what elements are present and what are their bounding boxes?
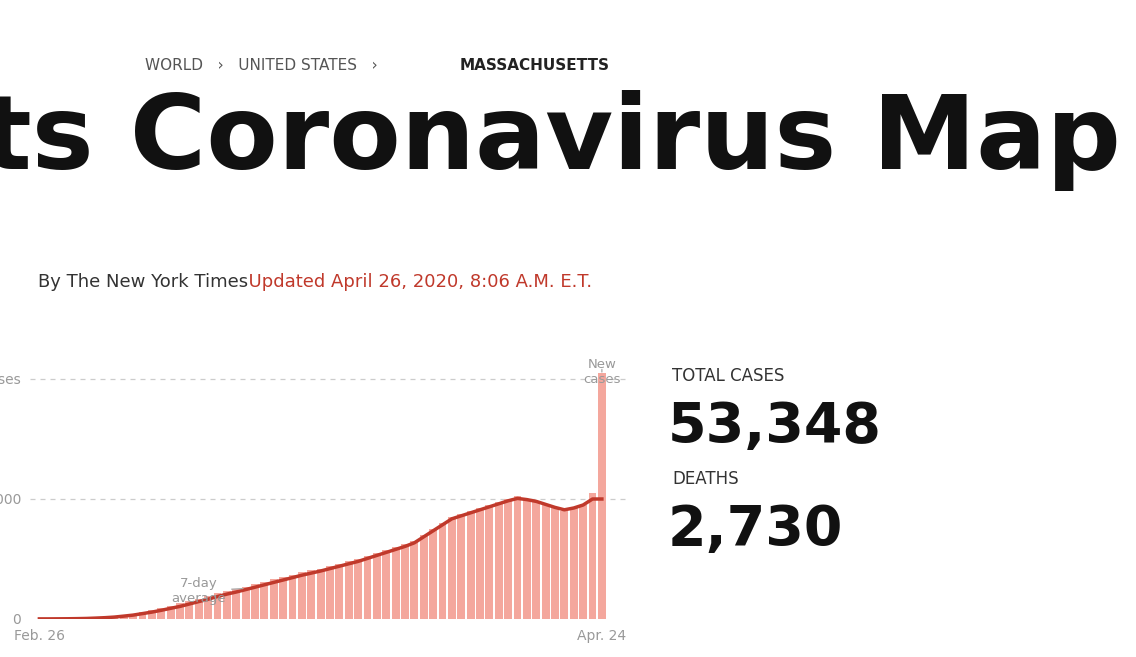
Text: Updated April 26, 2020, 8:06 A.M. E.T.: Updated April 26, 2020, 8:06 A.M. E.T. bbox=[236, 273, 592, 291]
Bar bbox=[429, 529, 437, 619]
Bar bbox=[420, 535, 428, 619]
Bar bbox=[448, 517, 456, 619]
Bar bbox=[392, 547, 400, 619]
Bar bbox=[157, 608, 165, 619]
Bar bbox=[560, 511, 568, 619]
Bar bbox=[110, 616, 118, 619]
Bar bbox=[485, 505, 493, 619]
Bar bbox=[232, 589, 240, 619]
Bar bbox=[214, 593, 222, 619]
Text: By The New York Times: By The New York Times bbox=[37, 273, 248, 291]
Bar bbox=[476, 508, 484, 619]
Text: New
cases: New cases bbox=[583, 358, 620, 386]
Text: DEATHS: DEATHS bbox=[673, 470, 738, 488]
Bar bbox=[523, 499, 531, 619]
Bar bbox=[176, 603, 184, 619]
Bar bbox=[167, 606, 175, 619]
Bar bbox=[504, 499, 512, 619]
Bar bbox=[289, 575, 296, 619]
Bar bbox=[598, 373, 605, 619]
Bar bbox=[467, 511, 475, 619]
Bar bbox=[260, 582, 268, 619]
Bar bbox=[279, 577, 287, 619]
Bar bbox=[326, 566, 334, 619]
Bar bbox=[148, 610, 156, 619]
Text: ts Coronavirus Map and Case: ts Coronavirus Map and Case bbox=[0, 90, 1136, 191]
Bar bbox=[269, 579, 277, 619]
Bar bbox=[588, 493, 596, 619]
Bar bbox=[401, 544, 409, 619]
Bar bbox=[513, 496, 521, 619]
Bar bbox=[92, 618, 100, 619]
Bar bbox=[495, 502, 503, 619]
Bar bbox=[354, 559, 362, 619]
Bar bbox=[364, 556, 371, 619]
Bar bbox=[119, 615, 127, 619]
Bar bbox=[298, 572, 306, 619]
Bar bbox=[542, 505, 550, 619]
Text: 2,730: 2,730 bbox=[668, 503, 843, 557]
Bar bbox=[570, 508, 578, 619]
Text: 53,348: 53,348 bbox=[668, 400, 882, 454]
Bar bbox=[579, 505, 587, 619]
Bar bbox=[383, 550, 391, 619]
Text: TOTAL CASES: TOTAL CASES bbox=[673, 367, 784, 385]
Bar bbox=[410, 541, 418, 619]
Bar bbox=[242, 587, 250, 619]
Bar bbox=[251, 584, 259, 619]
Text: MASSACHUSETTS: MASSACHUSETTS bbox=[460, 58, 610, 73]
Bar bbox=[223, 591, 231, 619]
Bar bbox=[344, 561, 353, 619]
Bar bbox=[551, 508, 559, 619]
Bar bbox=[194, 599, 202, 619]
Bar bbox=[185, 601, 193, 619]
Bar bbox=[317, 568, 325, 619]
Bar bbox=[204, 596, 212, 619]
Bar bbox=[139, 612, 147, 619]
Text: WORLD   ›   UNITED STATES   ›: WORLD › UNITED STATES › bbox=[145, 58, 392, 73]
Bar bbox=[458, 514, 466, 619]
Bar bbox=[533, 502, 541, 619]
Bar bbox=[101, 617, 109, 619]
Bar bbox=[373, 553, 381, 619]
Bar bbox=[438, 523, 446, 619]
Text: 7-day
average: 7-day average bbox=[172, 577, 243, 605]
Bar bbox=[335, 564, 343, 619]
Bar bbox=[130, 614, 137, 619]
Bar bbox=[82, 618, 90, 619]
Bar bbox=[307, 570, 315, 619]
